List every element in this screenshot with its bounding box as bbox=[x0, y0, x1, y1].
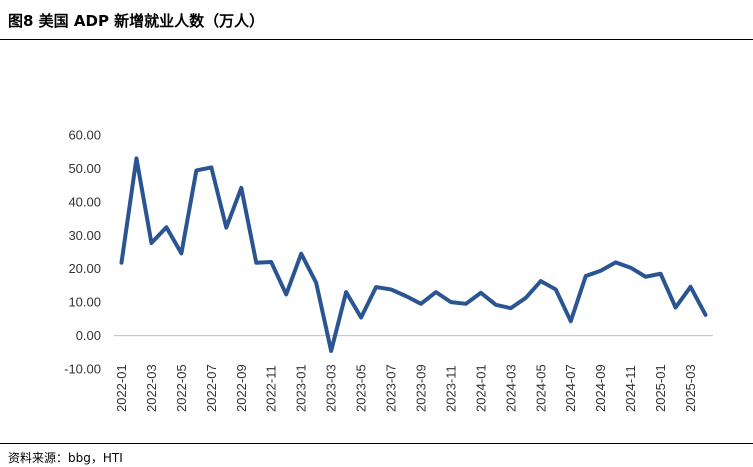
x-tick-label: 2022-01 bbox=[114, 364, 129, 412]
x-tick-label: 2022-05 bbox=[174, 364, 189, 412]
chart: -10.00 0.00 10.00 20.00 30.00 40.00 50.00 60.00… bbox=[64, 128, 713, 412]
x-tick-label: 2024-03 bbox=[503, 364, 518, 412]
x-tick-label: 2024-05 bbox=[533, 364, 548, 412]
y-tick-label: 50.00 bbox=[68, 161, 101, 176]
y-tick-label: 40.00 bbox=[68, 194, 101, 209]
x-tick-label: 2023-07 bbox=[384, 364, 399, 412]
y-tick-label: 20.00 bbox=[68, 261, 101, 276]
x-tick-label: 2022-07 bbox=[204, 364, 219, 412]
x-tick-label: 2022-11 bbox=[264, 365, 279, 412]
x-tick-label: 2023-09 bbox=[413, 364, 428, 412]
x-tick-label: 2025-01 bbox=[653, 364, 668, 412]
x-axis-ticks: 2022-01 2022-03 2022-05 2022-07 2022-09 2022-… bbox=[114, 364, 698, 412]
x-tick-label: 2024-01 bbox=[473, 364, 488, 412]
figure-header: 图8 美国 ADP 新增就业人数（万人） bbox=[0, 0, 753, 40]
x-tick-label: 2023-03 bbox=[324, 364, 339, 412]
y-tick-label: -10.00 bbox=[64, 362, 101, 377]
y-tick-label: 10.00 bbox=[68, 295, 101, 310]
x-tick-label: 2025-03 bbox=[683, 364, 698, 412]
x-tick-label: 2023-11 bbox=[443, 365, 458, 412]
x-tick-label: 2024-11 bbox=[623, 365, 638, 412]
y-tick-label: 60.00 bbox=[68, 128, 101, 143]
series-line-adp bbox=[119, 156, 708, 353]
y-tick-label: 30.00 bbox=[68, 228, 101, 243]
y-tick-label: 0.00 bbox=[76, 328, 101, 343]
figure-title: 图8 美国 ADP 新增就业人数（万人） bbox=[8, 12, 265, 30]
x-tick-label: 2023-01 bbox=[294, 364, 309, 412]
x-tick-label: 2022-03 bbox=[144, 364, 159, 412]
figure-footer: 资料来源：bbg，HTI bbox=[0, 443, 753, 465]
x-tick-label: 2024-09 bbox=[593, 364, 608, 412]
source-note: 资料来源：bbg，HTI bbox=[8, 451, 123, 465]
x-tick-label: 2022-09 bbox=[234, 364, 249, 412]
x-tick-label: 2024-07 bbox=[563, 364, 578, 412]
x-tick-label: 2023-05 bbox=[354, 364, 369, 412]
y-axis-ticks: -10.00 0.00 10.00 20.00 30.00 40.00 50.00 60.00 bbox=[64, 128, 101, 377]
